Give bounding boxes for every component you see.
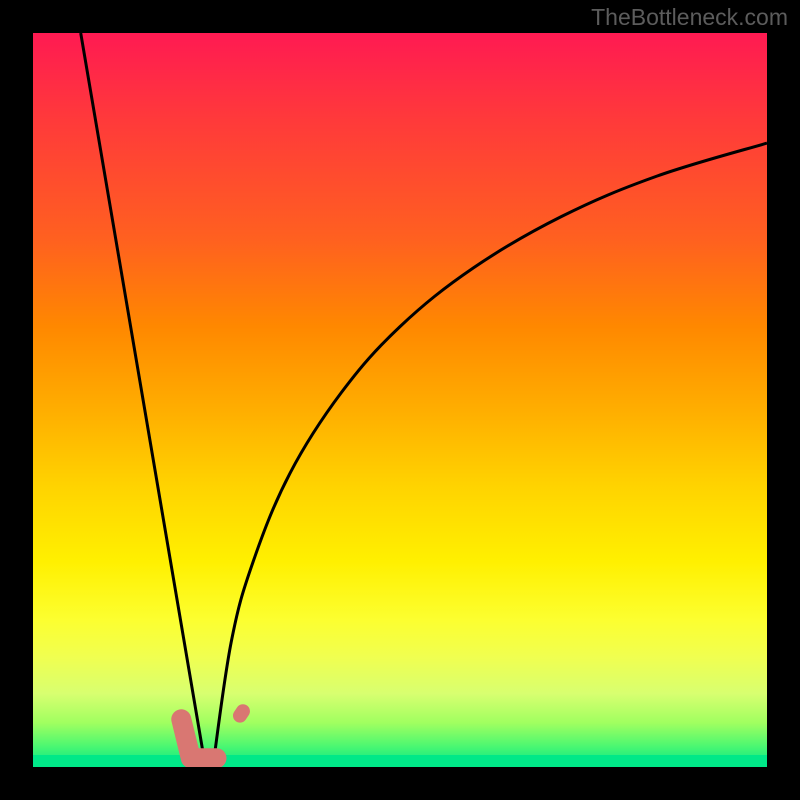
dot-marker <box>240 711 243 715</box>
chart-container: TheBottleneck.com <box>0 0 800 800</box>
right-curve <box>213 143 767 767</box>
plot-area <box>33 33 767 767</box>
left-curve <box>81 33 206 767</box>
watermark-text: TheBottleneck.com <box>591 4 788 31</box>
plot-svg <box>33 33 767 767</box>
